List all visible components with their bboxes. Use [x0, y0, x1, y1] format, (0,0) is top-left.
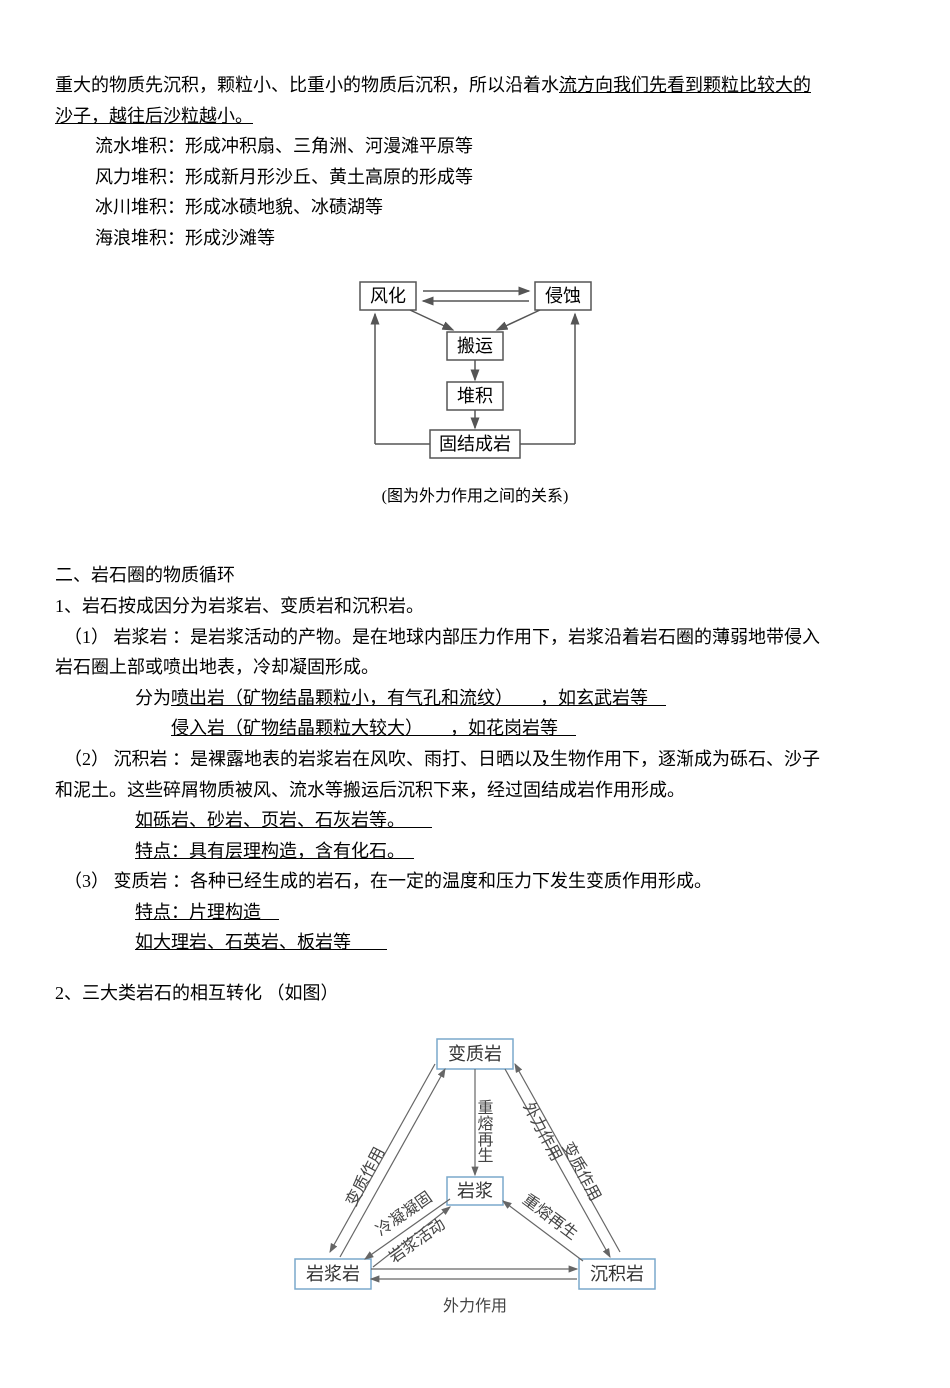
node-yanjiang: 岩浆	[457, 1181, 493, 1201]
edge-chonglong-top: 重熔再生	[475, 1099, 494, 1163]
node-gujie: 固结成岩	[439, 434, 511, 454]
s2-p8: 特点：片理构造	[55, 897, 895, 928]
intro-line1b: 流方向我们先看到颗粒比较大的	[559, 75, 811, 95]
s2-p3b: 侵入岩（矿物结晶颗粒大较大） ，如花岗岩等	[55, 713, 895, 744]
intro-bullet-4: 海浪堆积：形成沙滩等	[55, 223, 895, 254]
intro-line2: 沙子，越往后沙粒越小。	[55, 101, 895, 132]
s2-p5: 如砾岩、砂岩、页岩、石灰岩等。	[55, 805, 895, 836]
edge-waili-bottom: 外力作用	[443, 1297, 507, 1315]
node-yanjiangyan: 岩浆岩	[306, 1264, 360, 1284]
node-banyun: 搬运	[457, 336, 493, 356]
s2-p2a: （1） 岩浆岩 ：是岩浆活动的产物。是在地球内部压力作用下，岩浆沿着岩石圈的薄弱…	[55, 622, 895, 653]
s2-p7: （3） 变质岩 ：各种已经生成的岩石，在一定的温度和压力下发生变质作用形成。	[55, 866, 895, 897]
edge-bianzhi-right: 变质作用	[558, 1139, 604, 1204]
section2-heading: 二、岩石圈的物质循环	[55, 560, 895, 591]
s2-p4b: 和泥土。这些碎屑物质被风、流水等搬运后沉积下来，经过固结成岩作用形成。	[55, 775, 895, 806]
node-qinshi: 侵蚀	[545, 286, 581, 306]
s2-p10: 2、三大类岩石的相互转化 （如图）	[55, 978, 895, 1009]
diagram-external-forces: 风化 侵蚀 搬运 堆积 固结成岩	[55, 274, 895, 474]
node-bianzhiyan: 变质岩	[448, 1044, 502, 1064]
node-duiji: 堆积	[457, 386, 493, 406]
s2-p6: 特点：具有层理构造，含有化石。	[55, 836, 895, 867]
intro-line1a: 重大的物质先沉积，颗粒小、比重小的物质后沉积，所以沿着水	[55, 75, 559, 95]
intro-bullet-3: 冰川堆积：形成冰碛地貌、冰碛湖等	[55, 192, 895, 223]
intro-line1: 重大的物质先沉积，颗粒小、比重小的物质后沉积，所以沿着水流方向我们先看到颗粒比较…	[55, 70, 895, 101]
node-fenghua: 风化	[370, 286, 406, 306]
node-chenjiyan: 沉积岩	[590, 1264, 644, 1284]
s2-p1: 1、岩石按成因分为岩浆岩、变质岩和沉积岩。	[55, 591, 895, 622]
edge-waili-right: 外力作用	[519, 1099, 565, 1164]
s2-p3a: 分为喷出岩（矿物结晶颗粒小，有气孔和流纹） ，如玄武岩等	[55, 683, 895, 714]
s2-p2b: 岩石圈上部或喷出地表，冷却凝固形成。	[55, 652, 895, 683]
diagram-rock-cycle: 变质岩 岩浆 岩浆岩 沉积岩 变质作用 外力作用 变质作用 重熔再生 冷凝凝固 …	[55, 1029, 895, 1339]
s2-p4a: （2） 沉积岩 ：是裸露地表的岩浆岩在风吹、雨打、日晒以及生物作用下，逐渐成为砾…	[55, 744, 895, 775]
edge-bianzhi-left: 变质作用	[343, 1144, 389, 1209]
diagram1-caption: (图为外力作用之间的关系)	[55, 483, 895, 510]
document-page: 重大的物质先沉积，颗粒小、比重小的物质后沉积，所以沿着水流方向我们先看到颗粒比较…	[0, 0, 950, 1388]
s2-p9: 如大理岩、石英岩、板岩等	[55, 927, 895, 958]
intro-bullet-2: 风力堆积：形成新月形沙丘、黄土高原的形成等	[55, 162, 895, 193]
intro-bullet-1: 流水堆积：形成冲积扇、三角洲、河漫滩平原等	[55, 131, 895, 162]
